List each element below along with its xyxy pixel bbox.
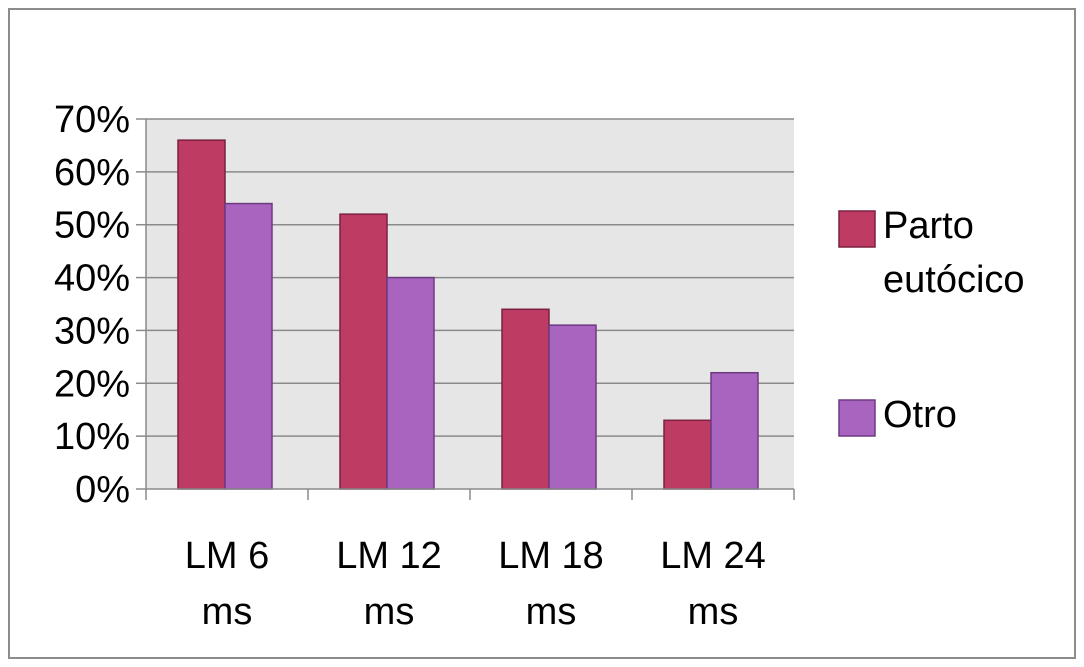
legend-label: Parto [883,205,974,247]
legend-swatch [838,210,876,248]
bar [386,276,435,490]
y-tick-label: 70% [54,99,130,141]
bar [663,419,712,490]
x-tick-label: LM 12 [336,535,442,577]
x-tick-label: ms [364,591,415,633]
y-tick-label: 10% [54,416,130,458]
bar [339,213,388,490]
x-tick-label: LM 6 [185,535,269,577]
x-tick-label: LM 18 [498,535,604,577]
legend-swatch [838,399,876,437]
x-tick-label: LM 24 [660,535,766,577]
x-tick-label: ms [202,591,253,633]
y-tick-label: 50% [54,205,130,247]
y-tick-label: 30% [54,310,130,352]
bar [548,324,597,490]
bar [710,371,759,490]
y-tick-label: 20% [54,363,130,405]
y-tick-label: 60% [54,152,130,194]
legend-label: eutócico [883,259,1025,301]
bar [501,308,550,490]
x-tick-label: ms [688,591,739,633]
y-tick-label: 0% [75,469,130,511]
x-tick-label: ms [526,591,577,633]
bar [177,139,226,490]
y-tick-label: 40% [54,258,130,300]
legend-label: Otro [883,394,957,436]
bar [224,202,273,490]
